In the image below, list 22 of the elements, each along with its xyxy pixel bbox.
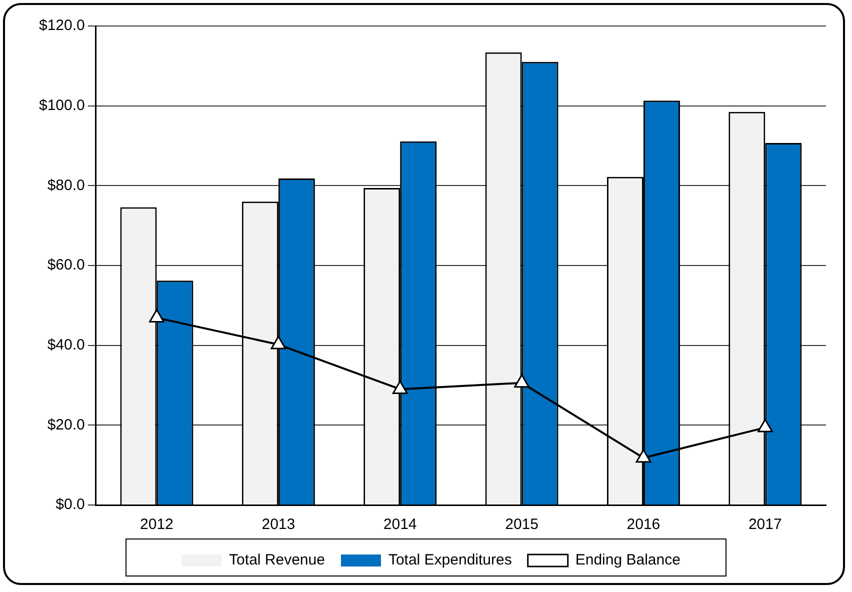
y-tick-label: $40.0 <box>47 336 85 354</box>
point <box>270 336 286 350</box>
legend-label: Total Revenue <box>229 552 325 569</box>
x-tick-label: 2015 <box>505 516 538 534</box>
y-tick-label: $100.0 <box>38 96 85 114</box>
point <box>757 418 773 432</box>
point <box>636 449 652 463</box>
x-tick-label: 2013 <box>262 516 296 534</box>
legend-label: Total Expenditures <box>388 552 512 569</box>
point <box>392 380 408 394</box>
point <box>149 309 164 323</box>
x-tick-label: 2014 <box>383 516 417 534</box>
x-tick-label: 2017 <box>748 516 782 534</box>
y-tick-label: $60.0 <box>47 256 85 274</box>
x-tick-label: 2012 <box>140 516 174 534</box>
y-tick-label: $80.0 <box>47 176 85 194</box>
point <box>514 374 530 388</box>
y-tick-label: $120.0 <box>38 17 85 34</box>
legend-label: Ending Balance <box>575 552 680 569</box>
x-tick-label: 2016 <box>626 516 660 534</box>
y-tick-label: $20.0 <box>47 416 85 434</box>
y-tick-label: $0.0 <box>56 496 85 514</box>
